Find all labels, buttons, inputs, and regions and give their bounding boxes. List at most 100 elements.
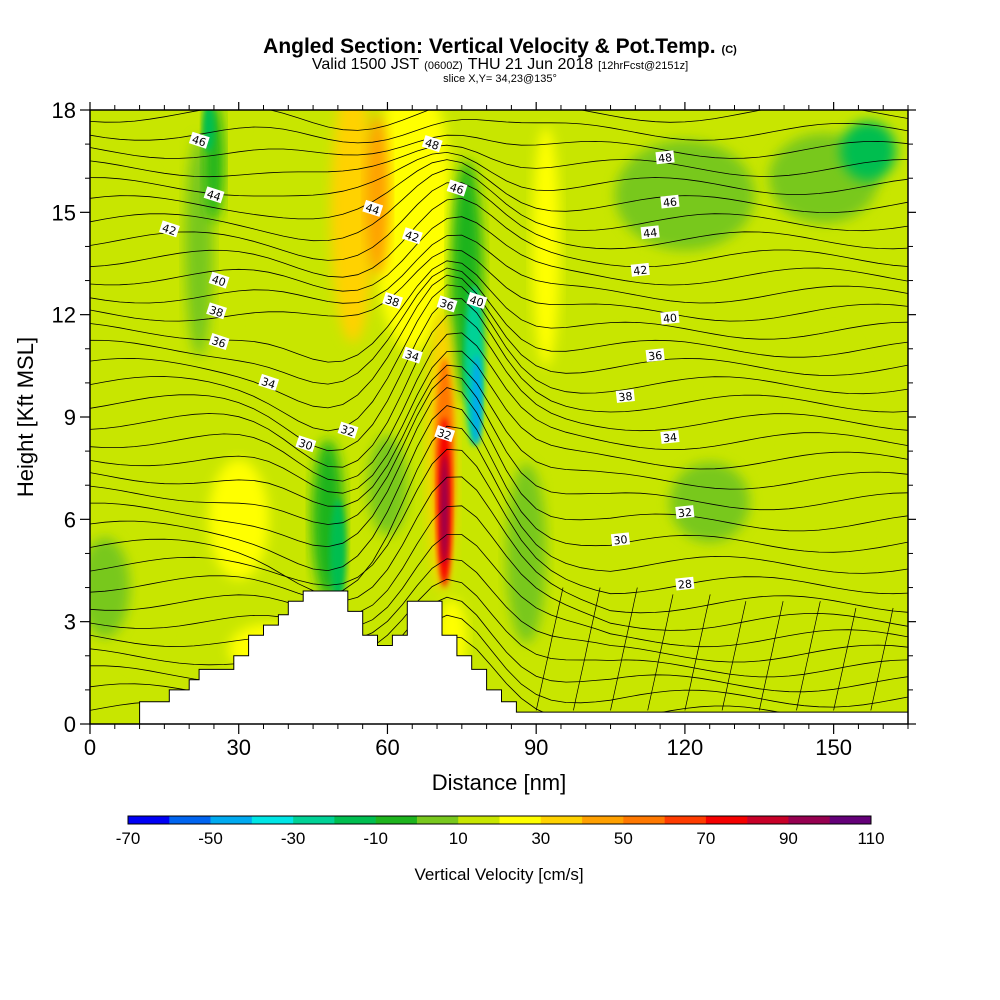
velocity-region bbox=[840, 120, 897, 181]
isoline-label-text: 36 bbox=[648, 349, 663, 363]
colorbar-segment bbox=[128, 816, 170, 824]
colorbar-segment bbox=[251, 816, 294, 824]
colorbar-segment bbox=[293, 816, 335, 824]
theta-isoline bbox=[90, 234, 908, 304]
colorbar-segment bbox=[829, 816, 872, 824]
isoline-label-bg bbox=[436, 295, 458, 313]
theta-isoline bbox=[610, 587, 638, 711]
colorbar-segment bbox=[664, 816, 707, 824]
theta-isoline bbox=[90, 216, 908, 292]
x-tick-label: 0 bbox=[84, 735, 96, 760]
x-axis-ticks: 0 30 60 90 120 150 bbox=[84, 102, 909, 760]
isoline-label-text: 46 bbox=[662, 195, 677, 209]
y-tick-label: 0 bbox=[64, 712, 76, 737]
colorbar-segment bbox=[499, 816, 542, 824]
theta-isoline bbox=[647, 594, 674, 711]
isoline-label-text: 46 bbox=[190, 133, 207, 150]
isoline-labels: 28 30 30 32 32 32 34 34 34 36 36 36 38 38 38 40 40 40 42 42… bbox=[159, 131, 695, 592]
isoline-label-bg bbox=[660, 310, 680, 325]
x-tick-label: 150 bbox=[815, 735, 852, 760]
isoline-label-bg bbox=[203, 186, 225, 204]
isoline-label-bg bbox=[660, 194, 680, 209]
isoline-label: 38 bbox=[206, 302, 227, 320]
theta-isoline bbox=[90, 387, 908, 548]
x-tick-label: 60 bbox=[375, 735, 399, 760]
y-tick-label: 3 bbox=[64, 610, 76, 635]
colorbar-tick-label: 110 bbox=[857, 829, 884, 848]
colorbar-segment bbox=[210, 816, 253, 824]
isoline-label-text: 48 bbox=[658, 151, 673, 165]
colorbar-segment bbox=[169, 816, 211, 824]
valid-date: THU 21 Jun 2018 bbox=[467, 56, 594, 73]
isoline-label: 48 bbox=[421, 135, 443, 153]
chart-title: Angled Section: Vertical Velocity & Pot.… bbox=[263, 35, 716, 58]
x-tick-label: 30 bbox=[226, 735, 250, 760]
colorbar-tick-label: -50 bbox=[198, 829, 223, 848]
theta-isoline bbox=[90, 364, 908, 507]
isoline-label-bg bbox=[446, 179, 468, 197]
isoline-label: 42 bbox=[159, 220, 180, 238]
forecast-info: [12hrFcst@2151z] bbox=[598, 60, 689, 72]
colorbar-segment bbox=[458, 816, 500, 824]
theta-isoline bbox=[90, 274, 908, 409]
theta-isoline bbox=[90, 476, 908, 614]
isoline-label-text: 36 bbox=[438, 297, 455, 314]
isoline-label: 34 bbox=[401, 346, 423, 364]
colorbar-tick-label: 50 bbox=[614, 829, 633, 848]
isoline-label: 32 bbox=[675, 505, 695, 520]
isoline-label-text: 28 bbox=[677, 577, 692, 591]
isoline-label-bg bbox=[466, 292, 488, 310]
isoline-label-bg bbox=[188, 131, 210, 149]
y-axis-title: Height [Kft MSL] bbox=[13, 337, 38, 497]
theta-isoline bbox=[833, 607, 857, 711]
isoline-label-text: 42 bbox=[633, 264, 648, 278]
isoline-label-bg bbox=[206, 302, 227, 320]
velocity-region bbox=[669, 462, 750, 543]
valid-time-line: Valid 1500 JST (0600Z) THU 21 Jun 2018 [… bbox=[0, 57, 1000, 73]
theta-isoline bbox=[870, 607, 894, 711]
theta-isoline bbox=[90, 534, 908, 648]
velocity-region bbox=[793, 331, 874, 572]
colorbar-segment bbox=[788, 816, 831, 824]
isoline-label: 30 bbox=[610, 532, 631, 547]
colorbar-segment bbox=[375, 816, 418, 824]
theta-isoline bbox=[90, 134, 908, 159]
isoline-label: 34 bbox=[660, 430, 680, 445]
isoline-label: 46 bbox=[660, 194, 680, 210]
colorbar-segment bbox=[540, 816, 583, 824]
valid-time: Valid 1500 JST bbox=[311, 56, 420, 73]
isoline-label-text: 34 bbox=[260, 375, 277, 392]
velocity-region bbox=[329, 498, 346, 609]
theta-isoline bbox=[758, 601, 784, 711]
isoline-label-text: 30 bbox=[297, 436, 314, 453]
velocity-region bbox=[714, 598, 855, 679]
colorbar-tick-label: 30 bbox=[531, 829, 550, 848]
theta-isoline bbox=[535, 587, 564, 711]
colorbar-tick-label: 10 bbox=[449, 829, 468, 848]
colorbar-segment bbox=[623, 816, 665, 824]
slice-info: slice X,Y= 34,23@135° bbox=[443, 73, 557, 85]
isoline-label: 34 bbox=[258, 373, 280, 392]
theta-isoline bbox=[90, 332, 908, 482]
isoline-label: 44 bbox=[640, 225, 660, 240]
theta-isoline bbox=[90, 425, 908, 595]
colorbar-tick-label: 70 bbox=[696, 829, 715, 848]
isoline-label-bg bbox=[675, 505, 695, 519]
copyright-mark: (C) bbox=[721, 44, 737, 56]
isoline-label: 44 bbox=[203, 186, 225, 204]
theta-isoline bbox=[90, 405, 908, 572]
theta-isoline bbox=[90, 578, 908, 678]
theta-isoline bbox=[90, 197, 908, 278]
isoline-label-text: 44 bbox=[643, 226, 658, 240]
isoline-label-text: 36 bbox=[210, 334, 227, 351]
isoline-label-text: 40 bbox=[468, 293, 485, 310]
isoline-label: 48 bbox=[655, 150, 675, 165]
isoline-label-bg bbox=[258, 373, 280, 391]
isoline-label: 40 bbox=[660, 310, 680, 326]
isoline-label-bg bbox=[208, 271, 230, 289]
isoline-label-text: 38 bbox=[618, 390, 633, 404]
y-tick-label: 12 bbox=[52, 303, 76, 328]
colorbar-segment bbox=[416, 816, 459, 824]
isoline-label-text: 40 bbox=[210, 273, 227, 290]
